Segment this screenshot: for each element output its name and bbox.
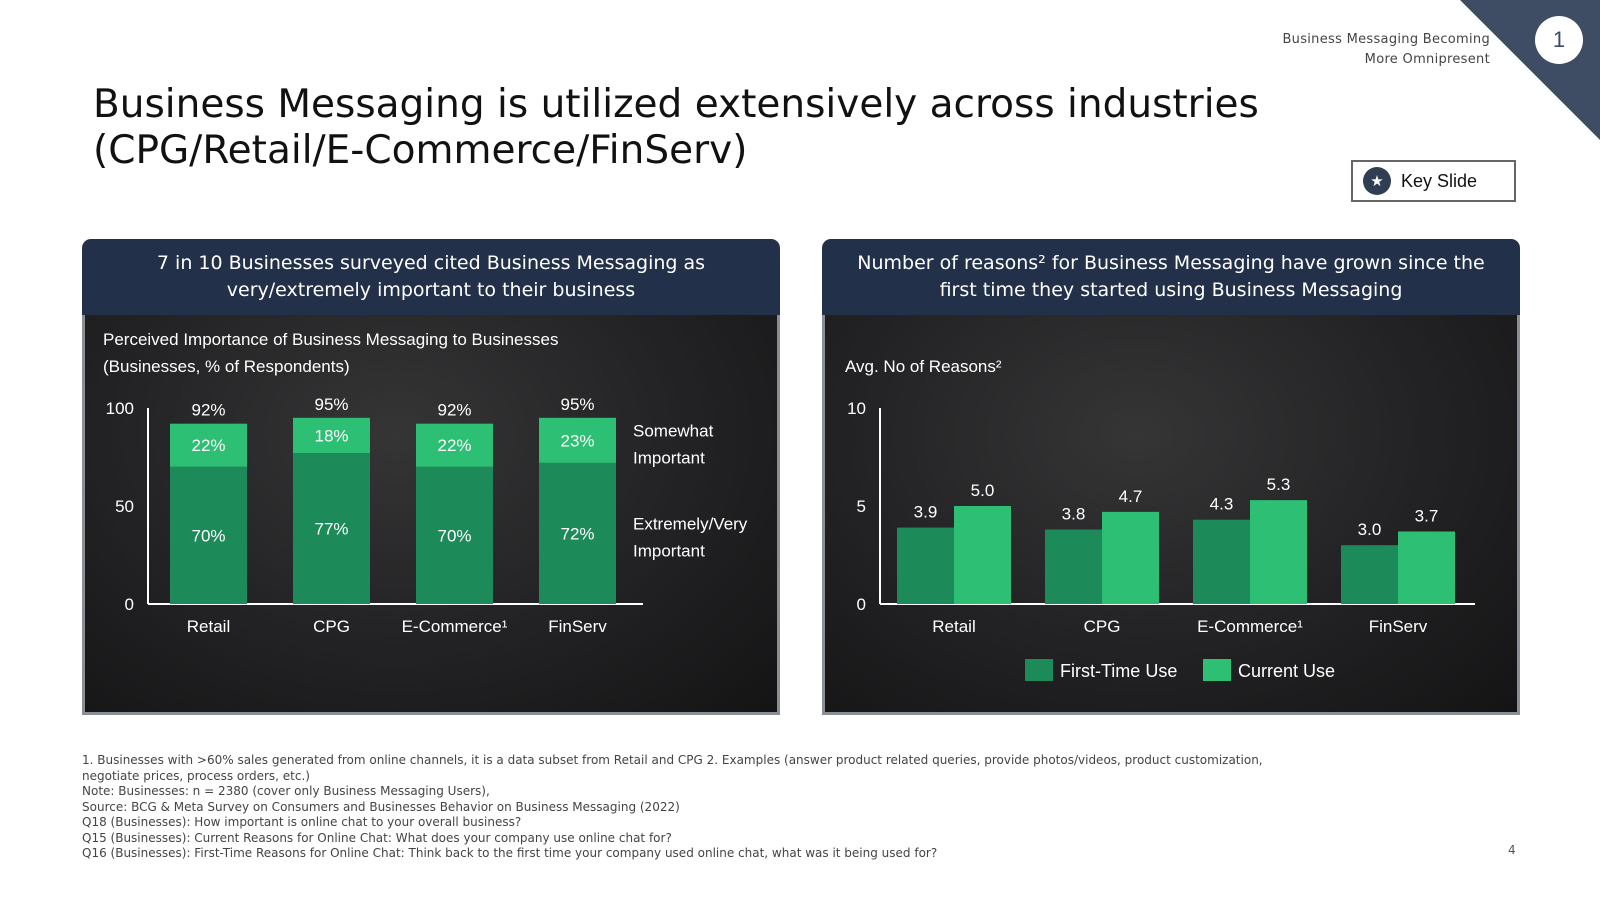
bar-data-label: 3.8: [1062, 505, 1086, 524]
footnotes: 1. Businesses with >60% sales generated …: [82, 753, 1302, 862]
bar-data-label: 3.7: [1415, 506, 1439, 525]
reasons-panel-body: Avg. No of Reasons² 0 5 10 3.9 5.0 Retail 3.8 4…: [822, 315, 1520, 715]
reasons-panel: Number of reasons² for Business Messagin…: [822, 239, 1520, 715]
y-tick-label: 5: [857, 497, 866, 516]
bar-total-label: 92%: [191, 401, 225, 420]
bar-data-label: 23%: [560, 431, 594, 450]
legend-label: Somewhat Important: [633, 421, 714, 467]
bar-somewhat-important: [293, 417, 370, 454]
bar-extremely-very-important: [416, 466, 493, 604]
y-axis-label: Avg. No of Reasons²: [845, 357, 1002, 376]
bar-current-use: [954, 506, 1011, 604]
y-tick-label: 0: [125, 595, 134, 614]
bar-data-label: 3.9: [914, 503, 938, 522]
slide-number: 4: [1508, 843, 1516, 857]
footnote-line: 1. Businesses with >60% sales generated …: [82, 753, 1263, 767]
bar-first-time-use: [1341, 545, 1398, 604]
bar-data-label: 5.3: [1267, 475, 1291, 494]
y-tick-label: 0: [857, 595, 866, 614]
importance-panel-header: 7 in 10 Businesses surveyed cited Busine…: [82, 239, 780, 315]
y-tick-label: 50: [115, 497, 134, 516]
reasons-chart: Avg. No of Reasons² 0 5 10 3.9 5.0 Retail 3.8 4…: [845, 357, 1475, 681]
x-tick-label: Retail: [187, 617, 230, 636]
bar-extremely-very-important: [170, 466, 247, 604]
footnote-line: Source: BCG & Meta Survey on Consumers a…: [82, 799, 680, 814]
importance-panel: 7 in 10 Businesses surveyed cited Busine…: [82, 239, 780, 715]
star-badge-icon: ★: [1363, 167, 1391, 195]
bar-total-label: 95%: [560, 395, 594, 414]
section-title-line2: More Omnipresent: [1364, 52, 1490, 67]
bar-first-time-use: [1193, 519, 1250, 604]
y-tick-label: 10: [847, 399, 866, 418]
legend-label: Extremely/Very Important: [633, 514, 748, 560]
x-tick-label: FinServ: [548, 617, 607, 636]
legend-swatch: [1203, 659, 1231, 681]
bar-total-label: 95%: [314, 395, 348, 414]
page-badge: 1: [1535, 16, 1583, 64]
bar-total-label: 92%: [437, 401, 471, 420]
importance-chart: Perceived Importance of Business Messagi…: [103, 330, 748, 636]
x-tick-label: CPG: [313, 617, 350, 636]
legend-swatch: [1025, 659, 1053, 681]
bar-data-label: 70%: [191, 526, 225, 545]
chart-subtitle: (Businesses, % of Respondents): [103, 357, 350, 376]
bar-data-label: 5.0: [971, 481, 995, 500]
x-tick-label: FinServ: [1369, 617, 1428, 636]
bar-somewhat-important: [416, 423, 493, 467]
x-tick-label: CPG: [1084, 617, 1121, 636]
bar-first-time-use: [1045, 529, 1102, 604]
page-title: Business Messaging is utilized extensive…: [93, 82, 1259, 173]
key-slide-label: Key Slide: [1401, 170, 1478, 191]
bar-data-label: 4.3: [1210, 495, 1234, 514]
footnote-line: Note: Businesses: n = 2380 (cover only B…: [82, 784, 490, 798]
footnote-line: negotiate prices, process orders, etc.): [82, 768, 310, 783]
footnote-line: Q15 (Businesses): Current Reasons for On…: [82, 830, 672, 845]
section-title: Business Messaging Becoming More Omnipre…: [1282, 30, 1490, 70]
bar-data-label: 77%: [314, 520, 348, 539]
bar-data-label: 22%: [191, 436, 225, 455]
bar-current-use: [1250, 500, 1307, 604]
bar-somewhat-important: [170, 423, 247, 467]
bar-extremely-very-important: [293, 453, 370, 604]
bar-data-label: 3.0: [1358, 520, 1382, 539]
bar-somewhat-important: [539, 417, 616, 463]
bar-first-time-use: [897, 527, 954, 604]
legend-label: Current Use: [1238, 661, 1335, 681]
bar-data-label: 18%: [314, 426, 348, 445]
bar-data-label: 70%: [437, 526, 471, 545]
bar-current-use: [1102, 511, 1159, 604]
bar-extremely-very-important: [539, 462, 616, 604]
y-tick-label: 100: [106, 399, 134, 418]
x-tick-label: Retail: [932, 617, 975, 636]
bar-data-label: 72%: [560, 524, 594, 543]
footnote-line: Q16 (Businesses): First-Time Reasons for…: [82, 846, 938, 860]
reasons-panel-header: Number of reasons² for Business Messagin…: [822, 239, 1520, 315]
section-title-line1: Business Messaging Becoming: [1282, 32, 1490, 47]
key-slide-badge: ★ Key Slide: [1351, 160, 1516, 202]
legend-label: First-Time Use: [1060, 661, 1177, 681]
bar-current-use: [1398, 531, 1455, 604]
x-tick-label: E-Commerce¹: [402, 617, 508, 636]
chart-title: Perceived Importance of Business Messagi…: [103, 330, 558, 349]
bar-data-label: 22%: [437, 436, 471, 455]
x-tick-label: E-Commerce¹: [1197, 617, 1303, 636]
importance-panel-body: Perceived Importance of Business Messagi…: [82, 315, 780, 715]
footnote-line: Q18 (Businesses): How important is onlin…: [82, 815, 522, 829]
bar-data-label: 4.7: [1119, 487, 1143, 506]
